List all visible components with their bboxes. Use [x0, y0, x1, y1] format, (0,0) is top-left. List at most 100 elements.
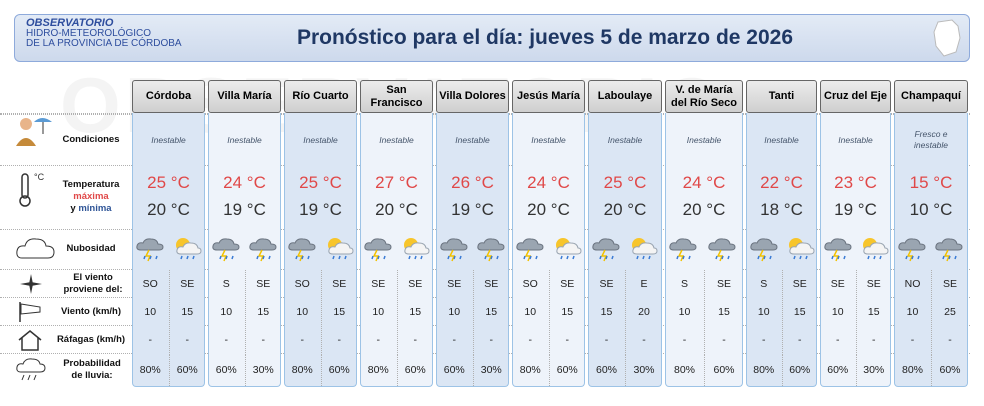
- temperature-max: 24 °C: [223, 173, 266, 192]
- weather-icon: [440, 238, 468, 262]
- wind-dir: SE: [371, 277, 386, 290]
- temperature-min: 19 °C: [451, 200, 494, 219]
- weather-icon: [212, 238, 240, 262]
- wind-dir: SE: [830, 277, 845, 290]
- wind-dir: SE: [704, 270, 743, 297]
- wind: 20: [625, 298, 662, 325]
- temperature-max: 25 °C: [299, 173, 342, 192]
- city-header: Córdoba: [132, 80, 205, 113]
- conditions: Inestable: [531, 134, 566, 145]
- rain: 60%: [704, 354, 743, 386]
- weather-icon: [288, 238, 316, 262]
- city-header: Cruz del Eje: [820, 80, 891, 113]
- wind: 15: [472, 298, 510, 325]
- temperature-max: 24 °C: [682, 173, 726, 192]
- row-label: Temperatura máxima y mínima: [48, 166, 134, 228]
- wind-dir: SE: [781, 270, 818, 297]
- wind-dir: SE: [396, 270, 434, 297]
- wind: 10: [678, 305, 691, 318]
- temperature-max: 26 °C: [451, 173, 494, 192]
- rain: 60%: [548, 354, 586, 386]
- rain: 60%: [320, 354, 358, 386]
- svg-text:°C: °C: [34, 172, 45, 182]
- wind-dir: S: [222, 277, 230, 290]
- weather-icon: [248, 238, 277, 262]
- rain: 80%: [291, 364, 313, 376]
- rain: 30%: [625, 354, 662, 386]
- wind: 10: [757, 305, 770, 318]
- city-header: Champaquí: [894, 80, 968, 113]
- city-header: V. de María del Río Seco: [665, 80, 743, 113]
- logo-line: OBSERVATORIO: [26, 17, 114, 29]
- temperature-min: 19 °C: [223, 200, 266, 219]
- gusts: -: [396, 326, 434, 353]
- temperature-min: 18 °C: [760, 200, 803, 219]
- city-header: Villa Dolores: [436, 80, 509, 113]
- wind: 10: [296, 305, 309, 318]
- wind-dir: SE: [931, 270, 968, 297]
- gusts: -: [244, 326, 282, 353]
- rain: 80%: [367, 364, 389, 376]
- wind: 10: [831, 305, 844, 318]
- weather-icon: [632, 238, 658, 260]
- logo-line: DE LA PROVINCIA DE CÓRDOBA: [26, 38, 182, 49]
- conditions: Fresco e inestable: [913, 129, 949, 150]
- label-part: y: [70, 203, 76, 214]
- gusts: -: [704, 326, 743, 353]
- temperature-min: 20 °C: [375, 200, 418, 219]
- rain: 60%: [827, 364, 849, 376]
- wind: 15: [855, 298, 892, 325]
- city-header: Jesús María: [512, 80, 585, 113]
- rain: 30%: [472, 354, 510, 386]
- label-part: Temperatura: [62, 179, 120, 190]
- city-header: Laboulaye: [588, 80, 662, 113]
- wind-dir: E: [625, 270, 662, 297]
- rain: 80%: [139, 364, 161, 376]
- gusts: -: [300, 333, 305, 346]
- temperature-max: 25 °C: [603, 173, 647, 192]
- gusts: -: [855, 326, 892, 353]
- temperature-min: 20 °C: [527, 200, 570, 219]
- row-label: Nubosidad: [66, 243, 116, 254]
- temperature-max: 23 °C: [834, 173, 877, 192]
- weather-icon: [788, 238, 815, 260]
- conditions: Inestable: [686, 134, 722, 145]
- weather-icon: [555, 238, 582, 260]
- gusts: -: [682, 333, 687, 346]
- header-bar: [14, 14, 970, 62]
- city-header: San Francisco: [360, 80, 433, 113]
- row-label: Ráfagas (km/h): [56, 333, 126, 345]
- weather-icon: [669, 238, 697, 262]
- wind-dir: SE: [599, 277, 614, 290]
- temperature-max: 22 °C: [760, 173, 803, 192]
- temperature-max: 27 °C: [375, 173, 418, 192]
- wind-dir: SE: [447, 277, 462, 290]
- temperature-min: 20 °C: [603, 200, 647, 219]
- wind: 10: [372, 305, 385, 318]
- weather-icon: [935, 238, 963, 262]
- conditions: Inestable: [303, 134, 338, 145]
- wind-dir: SE: [548, 270, 586, 297]
- wind: 10: [220, 305, 233, 318]
- gusts: -: [472, 326, 510, 353]
- temperature-min: 19 °C: [299, 200, 342, 219]
- cloud-icon: [16, 238, 55, 259]
- logo-line: HIDRO-METEOROLÓGICO: [26, 28, 152, 39]
- wind: 15: [704, 298, 743, 325]
- conditions-icon: [16, 118, 52, 146]
- weather-icon: [750, 238, 778, 262]
- wind: 10: [448, 305, 461, 318]
- gusts: -: [452, 333, 457, 346]
- weather-icon: [364, 238, 392, 262]
- wind-dir: S: [680, 277, 688, 290]
- conditions: Inestable: [379, 134, 414, 145]
- city-header: Tanti: [746, 80, 817, 113]
- rain: 80%: [673, 364, 695, 376]
- gusts: -: [931, 326, 968, 353]
- wind: 15: [548, 298, 586, 325]
- label-part: máxima: [73, 191, 109, 202]
- weather-icon: [862, 238, 889, 260]
- weather-icon: [175, 238, 202, 260]
- gusts: -: [224, 333, 229, 346]
